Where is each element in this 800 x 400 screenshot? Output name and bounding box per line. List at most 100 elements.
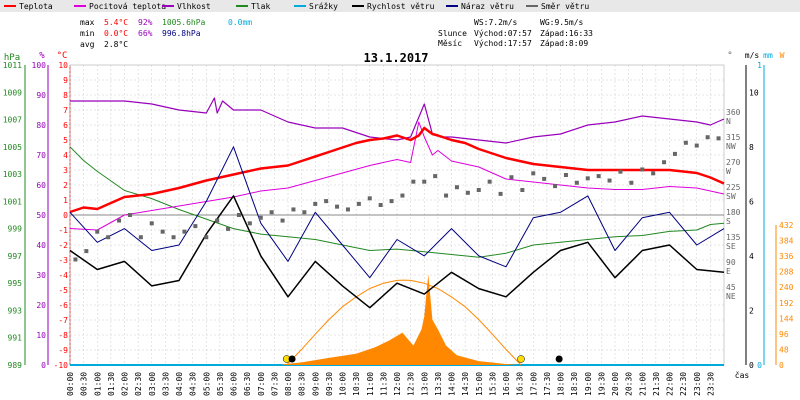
- wind-direction-point: [356, 201, 361, 206]
- time-tick-label: 18:00: [557, 372, 566, 396]
- hpa-tick-label: 1001: [3, 197, 22, 206]
- legend-label: Tlak: [251, 2, 270, 11]
- time-tick-label: 00:30: [80, 372, 89, 396]
- wind-direction-point: [226, 226, 231, 231]
- dir-tick-label: S: [726, 217, 731, 226]
- axis-title-hpa: hPa: [4, 53, 20, 63]
- wind-direction-point: [433, 174, 438, 179]
- time-tick-label: 21:30: [652, 372, 661, 396]
- wind-direction-point: [160, 229, 165, 234]
- dir-tick-deg: 270: [726, 158, 741, 167]
- time-tick-label: 09:00: [311, 372, 320, 396]
- w-tick-label: 48: [779, 345, 789, 354]
- pct-tick-label: 40: [36, 241, 46, 250]
- wind-direction-point: [313, 201, 318, 206]
- axis-title-c: °C: [57, 51, 68, 61]
- wind-direction-point: [596, 174, 601, 179]
- time-tick-label: 10:00: [339, 372, 348, 396]
- legend-label: Vlhkost: [177, 2, 211, 11]
- wind-direction-point: [106, 235, 111, 240]
- wind-direction-point: [585, 176, 590, 181]
- wind-direction-point: [574, 180, 579, 185]
- hpa-tick-label: 989: [8, 361, 23, 370]
- pct-tick-label: 70: [36, 151, 46, 160]
- stats-min-press: 996.8hPa: [162, 29, 201, 38]
- pct-tick-label: 50: [36, 211, 46, 220]
- c-tick-label: 4: [63, 151, 68, 160]
- pct-tick-label: 100: [32, 61, 47, 70]
- hpa-tick-label: 1005: [3, 143, 22, 152]
- c-tick-label: -4: [58, 271, 68, 280]
- legend-label: Pocitová teplota: [89, 2, 166, 11]
- c-tick-label: 9: [63, 76, 68, 85]
- wind-direction-point: [683, 140, 688, 145]
- time-tick-label: 22:00: [666, 372, 675, 396]
- hpa-tick-label: 995: [8, 279, 23, 288]
- time-tick-label: 08:00: [284, 372, 293, 396]
- stats-min-hum: 66%: [138, 29, 153, 38]
- wind-direction-point: [476, 188, 481, 192]
- legend-label: Rychlost větru: [367, 2, 435, 11]
- wind-direction-point: [542, 176, 547, 181]
- hpa-tick-label: 991: [8, 334, 23, 343]
- stats-block: max 5.4°C 92% 1005.6hPa 0.0mm min 0.0°C …: [80, 18, 252, 49]
- c-tick-label: -1: [58, 226, 68, 235]
- sunrise-time: Východ:07:57: [474, 29, 532, 38]
- wind-direction-point: [389, 199, 394, 204]
- w-tick-label: 384: [779, 237, 794, 246]
- c-tick-label: 5: [63, 136, 68, 145]
- w-tick-label: 0: [779, 361, 784, 370]
- time-tick-label: 07:30: [270, 372, 279, 396]
- wind-direction-point: [607, 178, 612, 183]
- w-tick-label: 288: [779, 268, 794, 277]
- time-tick-label: 16:00: [502, 372, 511, 396]
- moonset-marker: [288, 355, 296, 363]
- c-tick-label: -8: [58, 331, 68, 340]
- dir-tick-deg: 315: [726, 133, 741, 142]
- stats-max-hum: 92%: [138, 18, 153, 27]
- time-tick-label: 15:30: [488, 372, 497, 396]
- wind-direction-point: [138, 235, 143, 240]
- legend-label: Teplota: [19, 2, 53, 11]
- time-tick-label: 06:30: [243, 372, 252, 396]
- pct-tick-label: 90: [36, 91, 46, 100]
- time-tick-label: 03:30: [161, 372, 170, 396]
- time-tick-label: 12:00: [393, 372, 402, 396]
- time-tick-label: 02:00: [121, 372, 130, 396]
- wind-direction-point: [563, 173, 568, 177]
- dir-tick-label: SW: [726, 192, 736, 201]
- time-tick-label: 17:30: [543, 372, 552, 396]
- c-tick-label: -10: [54, 361, 69, 370]
- legend: Teplota Pocitová teplota Vlhkost Tlak Srážky…: [4, 2, 589, 11]
- wind-direction-point: [487, 179, 492, 184]
- wind-direction-point: [335, 204, 340, 209]
- time-tick-label: 02:30: [134, 372, 143, 396]
- wind-direction-point: [236, 213, 241, 217]
- wind-direction-point: [367, 196, 372, 201]
- wind-speed-info: WS:7.2m/s: [474, 18, 518, 27]
- temperature-line: [69, 126, 725, 214]
- time-tick-label: 22:30: [679, 372, 688, 396]
- wind-direction-point: [400, 193, 405, 198]
- wind-direction-point: [117, 218, 122, 223]
- dir-tick-label: N: [726, 117, 731, 126]
- wind-direction-point: [269, 210, 274, 215]
- time-tick-label: 15:00: [475, 372, 484, 396]
- time-tick-label: 07:00: [257, 372, 266, 396]
- c-tick-label: 8: [63, 91, 68, 100]
- w-tick-label: 192: [779, 299, 794, 308]
- c-tick-label: 7: [63, 106, 68, 115]
- wind-direction-point: [651, 171, 656, 176]
- info-block: WS:7.2m/s WG:9.5m/s Slunce Východ:07:57 …: [438, 18, 593, 48]
- time-tick-label: 20:00: [611, 372, 620, 396]
- dir-tick-label: NW: [726, 142, 736, 151]
- time-tick-label: 01:30: [107, 372, 116, 396]
- legend-label: Směr větru: [541, 2, 589, 11]
- c-tick-label: -9: [58, 346, 68, 355]
- wind-direction-point: [378, 203, 383, 207]
- time-tick-label: 09:30: [325, 372, 334, 396]
- wind-direction-point: [193, 224, 198, 229]
- wind-direction-point: [640, 167, 645, 172]
- dir-tick-deg: 360: [726, 108, 741, 117]
